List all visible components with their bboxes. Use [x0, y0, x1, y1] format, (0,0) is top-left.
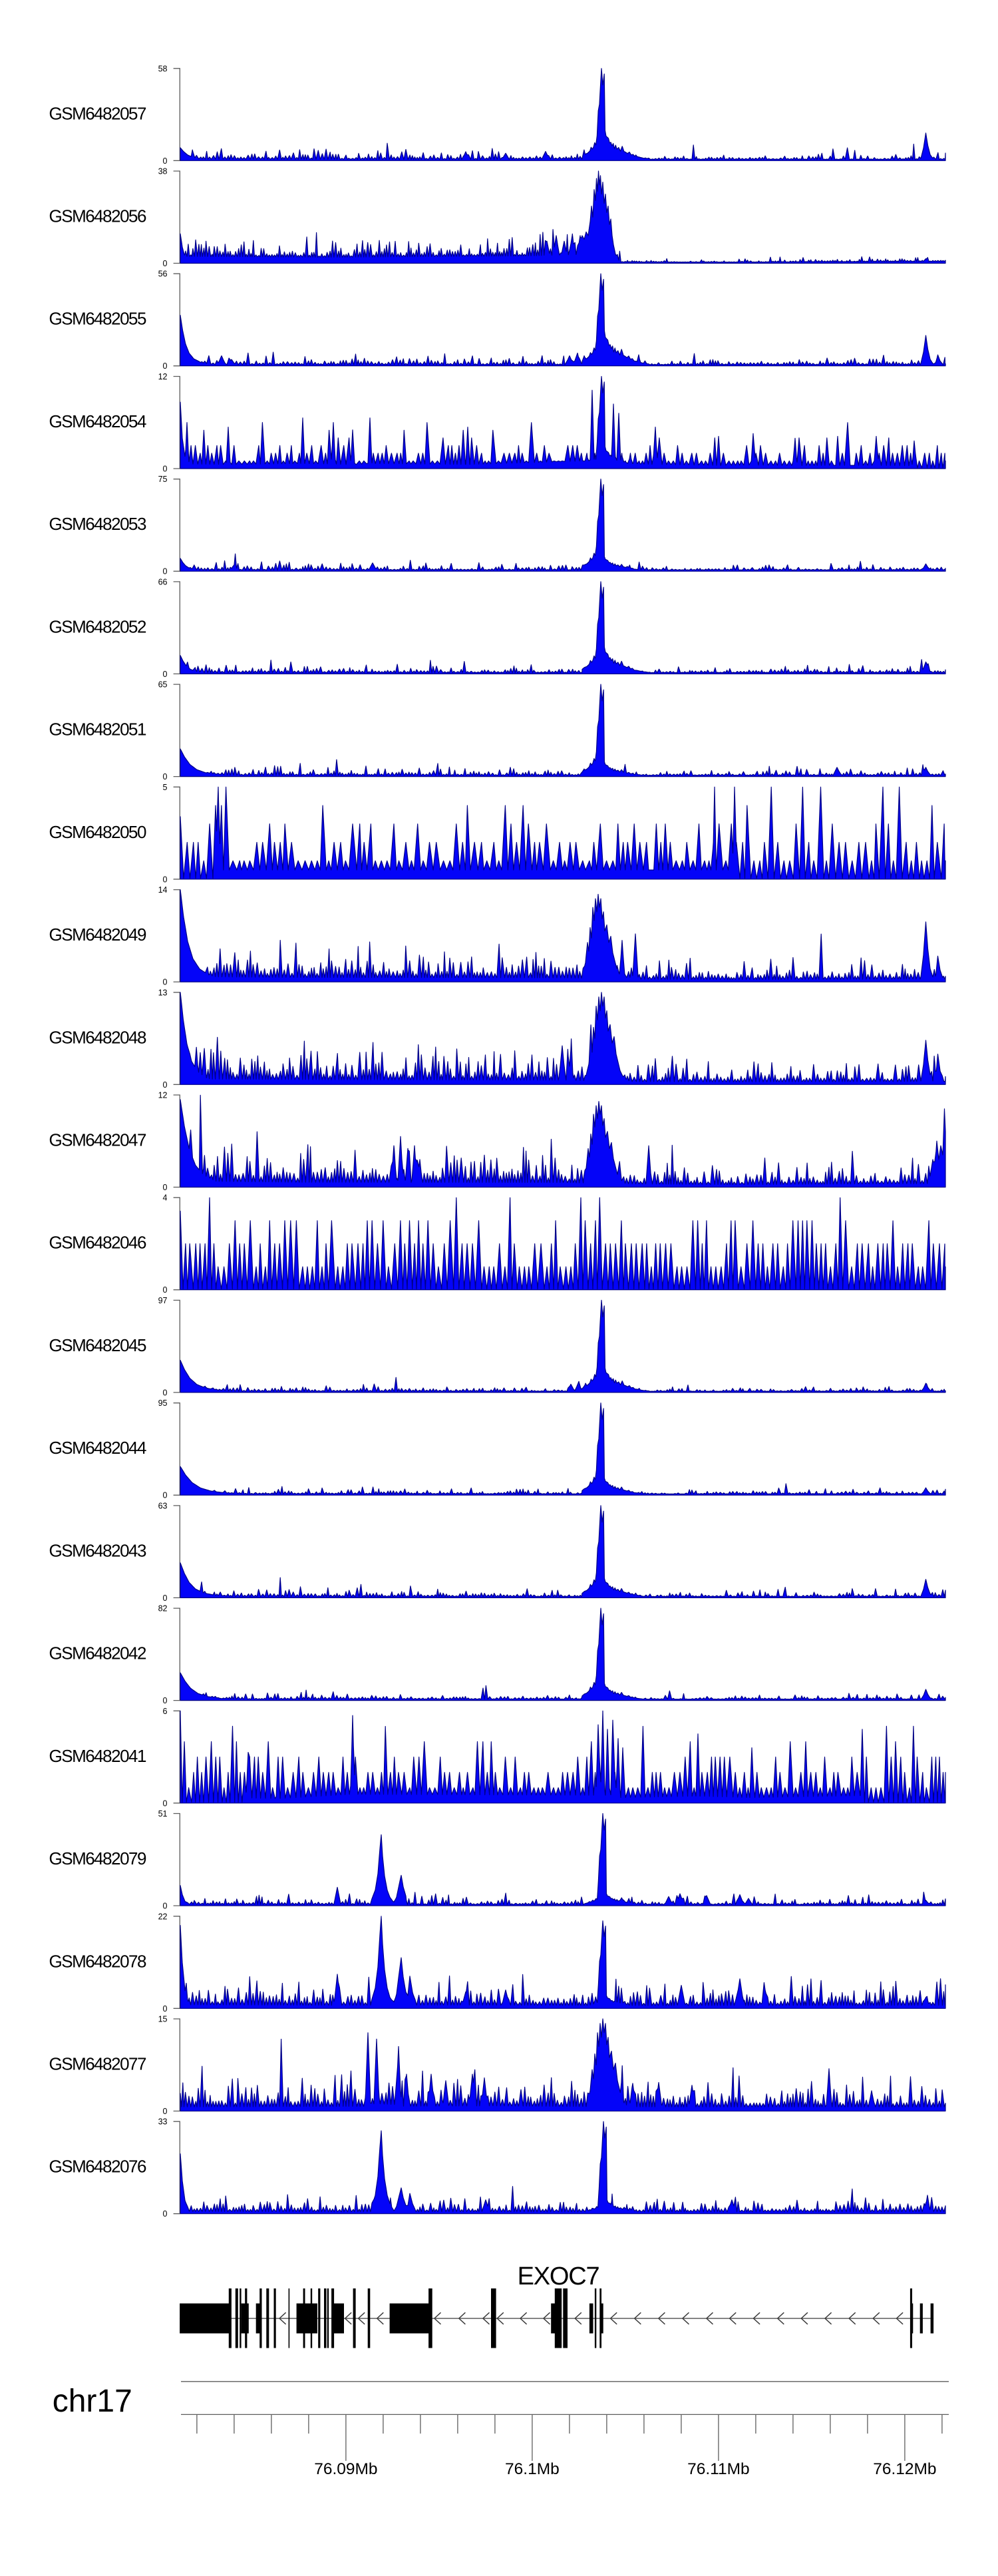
svg-text:0: 0 [163, 670, 168, 679]
svg-text:76.12Mb: 76.12Mb [873, 2460, 936, 2478]
svg-text:GSM6482053: GSM6482053 [49, 514, 146, 534]
svg-text:76.09Mb: 76.09Mb [314, 2460, 377, 2478]
svg-text:GSM6482044: GSM6482044 [49, 1438, 146, 1458]
svg-text:0: 0 [163, 1491, 168, 1500]
svg-text:95: 95 [158, 1398, 168, 1408]
svg-text:0: 0 [163, 978, 168, 987]
svg-text:82: 82 [158, 1604, 168, 1613]
svg-text:0: 0 [163, 1696, 168, 1705]
svg-text:76.11Mb: 76.11Mb [687, 2460, 750, 2478]
svg-text:GSM6482046: GSM6482046 [49, 1233, 146, 1253]
svg-text:GSM6482079: GSM6482079 [49, 1848, 146, 1868]
svg-text:58: 58 [158, 64, 168, 73]
svg-text:56: 56 [158, 270, 168, 279]
svg-text:33: 33 [158, 2117, 168, 2127]
svg-text:GSM6482056: GSM6482056 [49, 206, 146, 226]
svg-text:GSM6482054: GSM6482054 [49, 411, 146, 431]
svg-text:GSM6482078: GSM6482078 [49, 1951, 146, 1971]
svg-text:GSM6482049: GSM6482049 [49, 925, 146, 945]
svg-text:GSM6482055: GSM6482055 [49, 309, 146, 329]
svg-text:0: 0 [163, 1285, 168, 1295]
svg-text:0: 0 [163, 2107, 168, 2116]
svg-text:0: 0 [163, 1799, 168, 1808]
svg-text:GSM6482077: GSM6482077 [49, 2054, 146, 2074]
svg-text:15: 15 [158, 2015, 168, 2024]
svg-text:97: 97 [158, 1296, 168, 1305]
svg-text:51: 51 [158, 1809, 168, 1819]
svg-text:0: 0 [163, 567, 168, 576]
svg-text:GSM6482045: GSM6482045 [49, 1335, 146, 1355]
svg-text:0: 0 [163, 259, 168, 268]
svg-text:GSM6482051: GSM6482051 [49, 720, 146, 740]
svg-text:EXOC7: EXOC7 [518, 2262, 599, 2290]
svg-text:14: 14 [158, 885, 168, 895]
svg-text:0: 0 [163, 1388, 168, 1397]
svg-text:chr17: chr17 [53, 2384, 132, 2419]
svg-text:38: 38 [158, 167, 168, 176]
svg-text:0: 0 [163, 465, 168, 474]
svg-text:76.1Mb: 76.1Mb [505, 2460, 560, 2478]
svg-text:GSM6482041: GSM6482041 [49, 1746, 146, 1766]
svg-text:13: 13 [158, 988, 168, 997]
svg-text:GSM6482052: GSM6482052 [49, 616, 146, 636]
svg-text:0: 0 [163, 361, 168, 371]
svg-text:66: 66 [158, 577, 168, 586]
svg-text:GSM6482057: GSM6482057 [49, 103, 146, 123]
svg-text:12: 12 [158, 1091, 168, 1100]
svg-text:0: 0 [163, 1183, 168, 1192]
svg-text:6: 6 [163, 1707, 168, 1716]
svg-text:12: 12 [158, 372, 168, 381]
svg-text:GSM6482043: GSM6482043 [49, 1540, 146, 1560]
svg-text:0: 0 [163, 2004, 168, 2014]
svg-text:0: 0 [163, 875, 168, 884]
svg-text:0: 0 [163, 1594, 168, 1603]
svg-text:22: 22 [158, 1912, 168, 1921]
svg-text:5: 5 [163, 783, 168, 792]
svg-text:0: 0 [163, 2209, 168, 2219]
svg-text:4: 4 [163, 1193, 168, 1203]
svg-text:63: 63 [158, 1501, 168, 1510]
svg-text:0: 0 [163, 772, 168, 781]
svg-text:GSM6482047: GSM6482047 [49, 1130, 146, 1150]
svg-text:0: 0 [163, 1902, 168, 1911]
svg-text:GSM6482042: GSM6482042 [49, 1643, 146, 1663]
svg-text:0: 0 [163, 156, 168, 166]
svg-text:0: 0 [163, 1080, 168, 1090]
svg-text:GSM6482050: GSM6482050 [49, 822, 146, 842]
svg-text:65: 65 [158, 680, 168, 690]
svg-text:GSM6482048: GSM6482048 [49, 1027, 146, 1047]
svg-text:75: 75 [158, 475, 168, 484]
svg-text:GSM6482076: GSM6482076 [49, 2157, 146, 2177]
